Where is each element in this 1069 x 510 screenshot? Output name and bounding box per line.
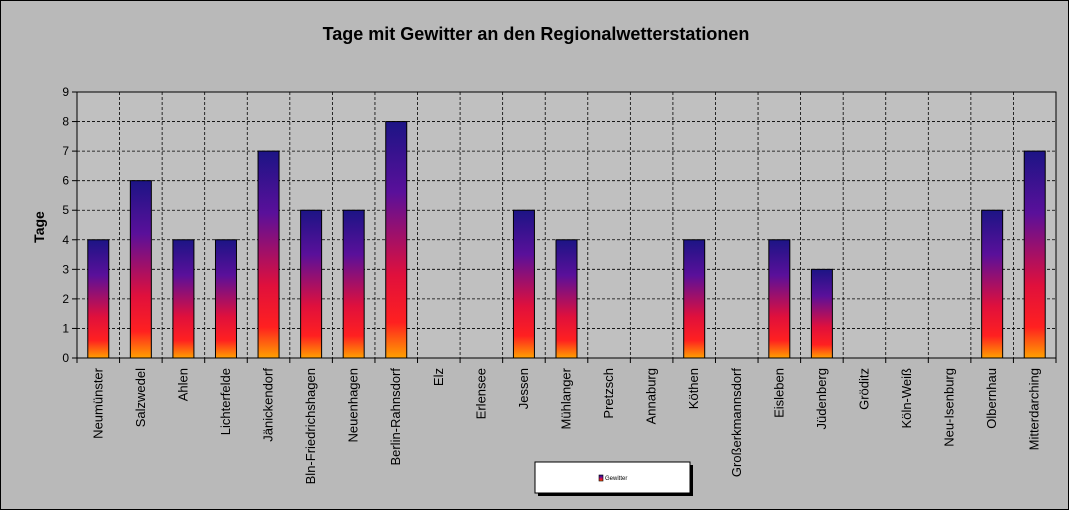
x-tick-label: Neuenhagen [346,368,361,442]
chart-title: Tage mit Gewitter an den Regionalwetters… [323,24,750,44]
x-tick-label: Elz [431,368,446,386]
y-tick-label: 1 [62,321,69,335]
legend: Gewitter [534,461,693,496]
legend-swatch [598,474,604,482]
y-tick-label: 0 [62,351,69,365]
bar [981,209,1004,359]
x-tick-label: Erlensee [473,368,488,419]
x-tick-label: Annaburg [644,368,659,424]
bar [172,239,195,359]
x-axis-ticks: Neumünster Salzwedel Ahlen Lichterfelde Jäni… [76,358,1057,484]
y-tick-label: 8 [62,115,69,129]
x-tick-label: Mitterdarching [1027,368,1042,450]
bar [512,209,535,359]
y-tick-label: 7 [62,144,69,158]
x-tick-label: Neumünster [90,367,105,438]
x-tick-label: Pretzsch [601,368,616,419]
bar [385,121,408,359]
x-tick-label: Jessen [516,368,531,409]
bar [129,180,152,359]
x-tick-label: Gröditz [856,368,871,410]
bar [342,209,365,359]
y-tick-label: 3 [62,262,69,276]
x-tick-label: Olbernhau [984,368,999,429]
bar [300,209,323,359]
legend-box [534,461,691,494]
x-tick-label: Großerkmannsdorf [729,368,744,477]
x-tick-label: Jüdenberg [814,368,829,429]
y-tick-label: 6 [62,174,69,188]
x-tick-label: Bln-Friedrichshagen [303,368,318,484]
x-tick-label: Neu-Isenburg [942,368,957,447]
x-tick-label: Salzwedel [133,368,148,427]
x-tick-label: Lichterfelde [218,368,233,435]
x-tick-label: Jänickendorf [261,368,276,442]
y-tick-label: 4 [62,233,69,247]
x-tick-label: Ahlen [175,368,190,401]
y-axis-ticks: 0 1 2 3 4 5 6 7 8 9 [62,85,77,365]
x-tick-label: Köthen [686,368,701,409]
bar [87,239,110,359]
y-tick-label: 5 [62,203,69,217]
bar-series [87,121,1046,359]
y-tick-label: 9 [62,85,69,99]
x-tick-label: Berlin-Rahnsdorf [388,368,403,466]
bar [555,239,578,359]
legend-label: Gewitter [605,476,627,482]
y-axis-label: Tage [31,211,47,243]
grid-lines [77,92,1056,358]
bar [257,150,280,359]
x-tick-label: Eisleben [771,368,786,418]
bar [768,239,791,359]
bar [810,268,833,359]
x-tick-label: Köln-Weiß [899,368,914,429]
bar [214,239,237,359]
y-tick-label: 2 [62,292,69,306]
x-tick-label: Mühlanger [559,367,574,429]
bar [683,239,706,359]
bar [1023,150,1046,359]
